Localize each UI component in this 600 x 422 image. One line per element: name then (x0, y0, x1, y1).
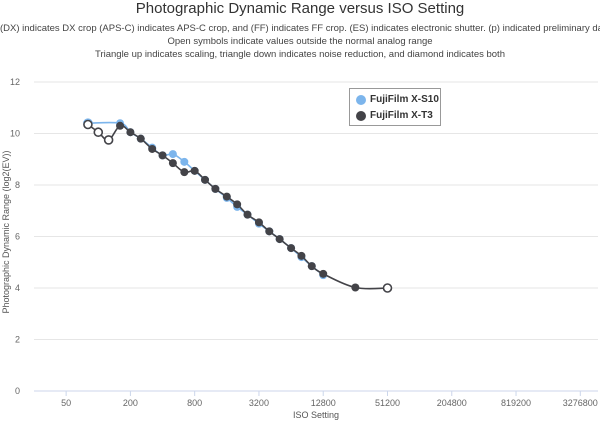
data-point (116, 121, 125, 130)
data-point (275, 235, 284, 244)
data-point (382, 283, 393, 293)
data-point (190, 166, 199, 175)
data-point (168, 159, 177, 168)
y-tick-label: 10 (10, 129, 20, 139)
y-tick-label: 6 (15, 232, 20, 242)
legend-label: FujiFilm X-S10 (370, 94, 439, 105)
x-tick-label: 204800 (437, 398, 467, 408)
x-tick-label: 50 (61, 398, 71, 408)
data-point (233, 200, 242, 209)
data-point (211, 184, 220, 193)
x-tick-label: 200 (123, 398, 138, 408)
data-point (180, 157, 189, 166)
subtitle-line: Triangle up indicates scaling, triangle … (95, 49, 505, 60)
data-point (136, 134, 145, 143)
data-point (307, 262, 316, 271)
data-point (158, 151, 167, 160)
y-tick-label: 8 (15, 180, 20, 190)
subtitle-line: Open symbols indicate values outside the… (167, 36, 433, 47)
chart-title: Photographic Dynamic Range versus ISO Se… (135, 0, 465, 17)
chart-legend: FujiFilm X-S10 FujiFilm X-T3 (349, 88, 441, 126)
series-0 (83, 118, 328, 280)
data-point (254, 218, 263, 227)
x-tick-label: 3200 (249, 398, 269, 408)
data-point (103, 135, 114, 145)
y-tick-label: 2 (15, 335, 20, 345)
data-point (93, 127, 104, 138)
y-axis-label: Photographic Dynamic Range (log2(EV)) (1, 150, 11, 313)
data-point (297, 251, 306, 260)
data-point (83, 119, 93, 130)
x-tick-label: 51200 (375, 398, 400, 408)
data-point (126, 128, 135, 137)
x-tick-label: 800 (187, 398, 202, 408)
legend-swatch-icon (356, 111, 366, 121)
data-point (243, 210, 252, 219)
data-point (148, 144, 157, 153)
data-point (319, 269, 328, 278)
series-line (87, 121, 324, 276)
y-tick-label: 4 (15, 283, 20, 293)
chart-subtitle: (DX) indicates DX crop (APS-C) indicates… (0, 22, 600, 61)
x-axis-label: ISO Setting (293, 410, 339, 420)
data-point (265, 227, 274, 236)
x-tick-label: 3276800 (563, 398, 598, 408)
data-point (287, 244, 296, 253)
x-tick-label: 12800 (311, 398, 336, 408)
data-point (201, 175, 210, 184)
data-point (180, 168, 189, 177)
y-tick-label: 0 (15, 386, 20, 396)
data-point (168, 150, 177, 159)
data-point (351, 283, 360, 292)
legend-label: FujiFilm X-T3 (370, 110, 433, 121)
legend-swatch-icon (356, 95, 366, 105)
y-tick-label: 12 (10, 77, 20, 87)
subtitle-line: (DX) indicates DX crop (APS-C) indicates… (0, 23, 600, 34)
x-tick-label: 819200 (501, 398, 531, 408)
data-point (222, 192, 231, 201)
series-1 (83, 119, 393, 293)
